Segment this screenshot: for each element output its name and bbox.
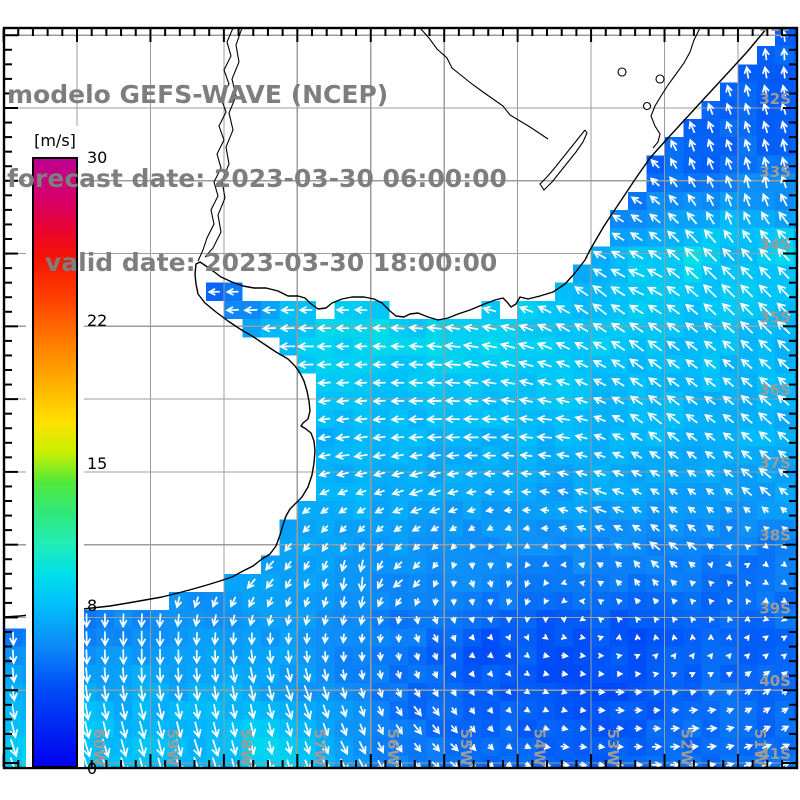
colorbar-tick-label: 0 bbox=[87, 759, 98, 778]
map-border bbox=[2, 26, 799, 770]
lake-outline bbox=[617, 67, 627, 77]
longitude-label: 53W bbox=[604, 729, 622, 767]
longitude-label: 55W bbox=[457, 729, 475, 767]
longitude-label: 58W bbox=[237, 729, 255, 767]
longitude-label: 51W bbox=[751, 729, 769, 767]
latitude-label: 37S bbox=[759, 454, 791, 472]
river-line bbox=[197, 28, 234, 262]
valid-date-line: valid date: 2023-03-30 18:00:00 bbox=[45, 248, 498, 277]
graticule-labels-layer: 31S32S33S34S35S36S37S38S39S40S41S61W60W5… bbox=[52, 17, 791, 767]
latitude-label: 32S bbox=[759, 90, 791, 108]
longitude-label: 52W bbox=[678, 729, 696, 767]
lake-outline bbox=[655, 74, 665, 84]
title-block: modelo GEFS-WAVE (NCEP) forecast date: 2… bbox=[7, 25, 507, 333]
map-frame-layer bbox=[2, 26, 799, 770]
river-line bbox=[650, 28, 701, 149]
river-line bbox=[419, 28, 549, 140]
colorbar-gradient bbox=[32, 157, 78, 768]
wave-direction-arrows-layer bbox=[9, 29, 797, 768]
longitude-label: 56W bbox=[384, 729, 402, 767]
river-line bbox=[204, 28, 243, 258]
latitude-label: 33S bbox=[759, 163, 791, 181]
longitude-label: 57W bbox=[310, 729, 328, 767]
latitude-label: 31S bbox=[759, 17, 791, 35]
model-title: modelo GEFS-WAVE (NCEP) bbox=[7, 80, 389, 109]
colorbar-tick-label: 15 bbox=[87, 453, 108, 473]
latitude-label: 34S bbox=[759, 236, 791, 254]
latitude-label: 38S bbox=[759, 527, 791, 545]
latitude-label: 41S bbox=[759, 745, 791, 763]
longitude-label: 54W bbox=[531, 729, 549, 767]
longitude-label: 59W bbox=[163, 729, 181, 767]
colorbar-tick-label: 30 bbox=[87, 148, 108, 167]
latitude-label: 35S bbox=[759, 308, 791, 326]
colorbar-unit-label: [m/s] bbox=[34, 131, 76, 150]
colorbar-tick-label: 22 bbox=[87, 310, 108, 330]
coastline-layer bbox=[4, 28, 768, 618]
latitude-label: 40S bbox=[759, 672, 791, 690]
latitude-label: 36S bbox=[759, 381, 791, 399]
longitude-label: 60W bbox=[90, 729, 108, 767]
colorbar-tick-label: 8 bbox=[87, 596, 98, 616]
river-line bbox=[539, 129, 588, 191]
coastline bbox=[4, 28, 768, 618]
lake-outline bbox=[642, 101, 652, 111]
latitude-label: 39S bbox=[759, 599, 791, 617]
forecast-date-line: forecast date: 2023-03-30 06:00:00 bbox=[7, 164, 507, 193]
